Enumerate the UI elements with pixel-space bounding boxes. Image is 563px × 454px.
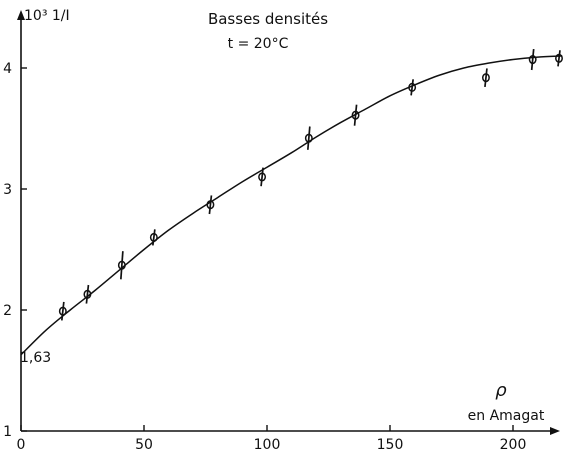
error-bar — [306, 126, 311, 150]
data-point — [351, 110, 360, 120]
error-bar — [484, 68, 488, 88]
data-point — [83, 289, 92, 299]
y-axis-label: 10³ 1/I — [24, 8, 70, 24]
error-bar — [120, 251, 124, 280]
x-ticks: 0 50 100 150 200 — [17, 425, 527, 453]
y-tick-label: 1 — [3, 424, 12, 440]
x-tick-label: 100 — [254, 437, 281, 453]
x-axis-arrow — [550, 427, 560, 435]
data-point — [408, 82, 417, 92]
x-axis-label: en Amagat — [468, 408, 545, 424]
chart-title: Basses densités — [208, 10, 328, 28]
error-bar — [530, 48, 535, 71]
fit-curve — [20, 55, 563, 356]
x-tick-label: 0 — [17, 437, 26, 453]
data-point — [481, 73, 490, 83]
error-bar — [151, 229, 156, 246]
error-bar — [260, 167, 264, 187]
error-bar — [208, 195, 213, 215]
y-tick-label: 3 — [3, 182, 12, 198]
y-ticks: 1 2 3 4 — [3, 61, 27, 440]
x-tick-label: 50 — [135, 437, 153, 453]
error-bar — [557, 50, 561, 67]
data-point — [206, 200, 215, 210]
x-tick-label: 200 — [500, 437, 527, 453]
data-point — [555, 53, 563, 63]
data-points — [58, 48, 563, 321]
data-point — [149, 232, 158, 242]
data-point — [58, 306, 67, 316]
chart-subtitle: t = 20°C — [228, 36, 289, 52]
x-axis-symbol: ρ — [495, 380, 507, 401]
error-bar — [85, 284, 90, 304]
x-tick-label: 150 — [377, 437, 404, 453]
intercept-label: 1,63 — [20, 350, 51, 366]
y-tick-label: 4 — [3, 61, 12, 77]
y-tick-label: 2 — [3, 303, 12, 319]
error-bar — [353, 104, 358, 126]
data-point — [304, 133, 313, 143]
data-point — [117, 260, 126, 270]
data-point — [528, 54, 537, 65]
data-point — [258, 172, 267, 182]
error-bar — [410, 79, 414, 96]
y-axis-arrow — [17, 10, 25, 20]
error-bar — [60, 301, 65, 321]
